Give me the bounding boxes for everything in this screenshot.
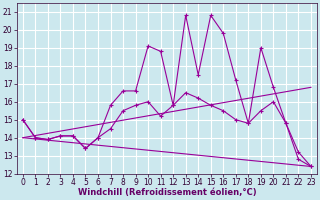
X-axis label: Windchill (Refroidissement éolien,°C): Windchill (Refroidissement éolien,°C): [77, 188, 256, 197]
